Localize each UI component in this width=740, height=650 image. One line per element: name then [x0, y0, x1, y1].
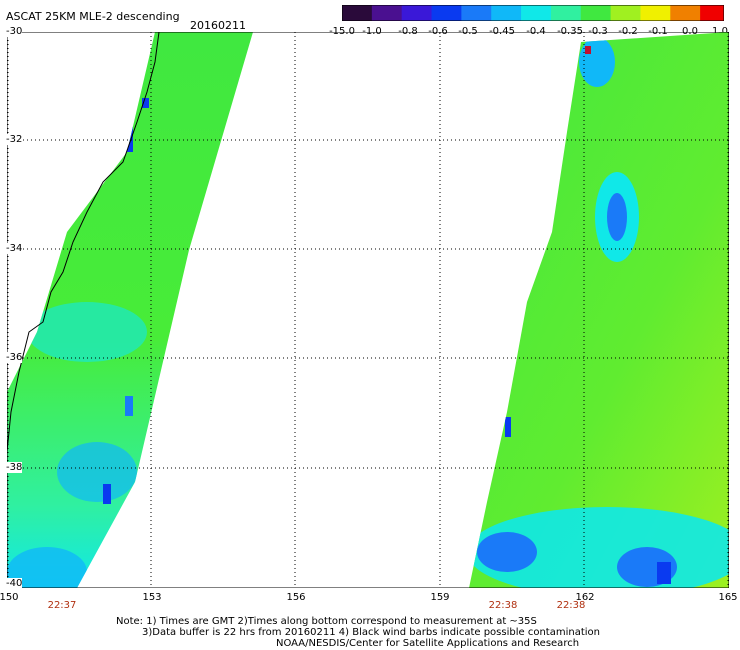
colorbar-cell	[359, 5, 367, 21]
map-date: 20160211	[190, 19, 246, 32]
colorbar-cell	[592, 5, 600, 21]
lon-label: 159	[430, 592, 450, 603]
note-line: NOAA/NESDIS/Center for Satellite Applica…	[276, 638, 580, 649]
colorbar-cell	[449, 5, 456, 21]
swath-time: 22:37	[47, 600, 77, 611]
colorbar-cell	[365, 5, 373, 21]
note-line: Note: 1) Times are GMT 2)Times along bot…	[116, 616, 537, 627]
colorbar-cell	[461, 5, 468, 21]
colorbar-cell	[676, 5, 683, 21]
colorbar-cell	[503, 5, 510, 21]
colorbar-cell	[521, 5, 528, 21]
graticule	[7, 32, 729, 588]
colorbar-cell	[538, 5, 546, 21]
lon-label: 156	[286, 592, 306, 603]
swath-time: 22:38	[556, 600, 586, 611]
colorbar-cell	[574, 5, 582, 21]
colorbar-cell	[652, 5, 659, 21]
colorbar-cell	[688, 5, 695, 21]
colorbar-cell	[646, 5, 653, 21]
colorbar-cell	[407, 5, 415, 21]
colorbar-cell	[706, 5, 713, 21]
colorbar-cell	[598, 5, 606, 21]
colorbar-cell	[556, 5, 564, 21]
colorbar-cell	[383, 5, 391, 21]
colorbar-cell	[491, 5, 498, 21]
colorbar-cell	[580, 5, 588, 21]
colorbar-cell	[562, 5, 570, 21]
lat-label: -30	[6, 26, 23, 37]
colorbar-cell	[544, 5, 552, 21]
lon-label: 153	[142, 592, 162, 603]
lon-label: 162	[575, 592, 595, 603]
colorbar-cell	[455, 5, 462, 21]
colorbar-cell	[527, 5, 534, 21]
colorbar-cell	[604, 5, 612, 21]
wind-map	[7, 32, 729, 588]
colorbar-cell	[610, 5, 618, 21]
colorbar-cell	[371, 5, 379, 21]
colorbar-cell	[509, 5, 516, 21]
footer-notes: Note: 1) Times are GMT 2)Times along bot…	[116, 616, 600, 649]
colorbar-cell	[622, 5, 629, 21]
note-line: 3)Data buffer is 22 hrs from 20160211 4)…	[142, 627, 600, 638]
lon-label: 165	[718, 592, 738, 603]
colorbar-cell	[485, 5, 492, 21]
colorbar-cell	[634, 5, 641, 21]
colorbar-cell	[515, 5, 522, 21]
lat-label: -38	[6, 462, 23, 473]
colorbar-cell	[443, 5, 450, 21]
swath-right	[469, 32, 729, 588]
colorbar-cell	[437, 5, 444, 21]
colorbar-cell	[694, 5, 701, 21]
colorbar-cell	[712, 5, 719, 21]
colorbar-cell	[389, 5, 397, 21]
colorbar-cell	[718, 5, 724, 21]
colorbar-cell	[353, 5, 361, 21]
colorbar-cell	[628, 5, 635, 21]
colorbar-cell	[431, 5, 438, 21]
swath-time: 22:38	[488, 600, 518, 611]
colorbar-cell	[479, 5, 486, 21]
colorbar-cell	[347, 5, 355, 21]
colorbar-cell	[664, 5, 671, 21]
colorbar-cell	[533, 5, 540, 21]
colorbar-cell	[658, 5, 665, 21]
colorbar-cell	[342, 5, 349, 21]
colorbar-cell	[395, 5, 403, 21]
colorbar-cell	[616, 5, 624, 21]
colorbar-cell	[568, 5, 576, 21]
lon-label: 150	[0, 592, 19, 603]
colorbar-cell	[425, 5, 433, 21]
colorbar-cell	[419, 5, 427, 21]
colorbar-cell	[640, 5, 647, 21]
colorbar-cell	[586, 5, 594, 21]
colorbar-cell	[670, 5, 677, 21]
colorbar-cell	[377, 5, 385, 21]
colorbar-cell	[401, 5, 409, 21]
colorbar-cell	[550, 5, 558, 21]
colorbar-cell	[700, 5, 707, 21]
lat-label: -34	[6, 243, 23, 254]
colorbar	[342, 5, 724, 21]
colorbar-cell	[682, 5, 689, 21]
lat-label: -32	[6, 134, 23, 145]
lat-label: -40	[6, 578, 23, 589]
map-title: ASCAT 25KM MLE-2 descending	[6, 10, 180, 23]
colorbar-cell	[467, 5, 474, 21]
lat-label: -36	[6, 352, 23, 363]
colorbar-cell	[473, 5, 480, 21]
colorbar-cell	[497, 5, 504, 21]
colorbar-cell	[413, 5, 421, 21]
